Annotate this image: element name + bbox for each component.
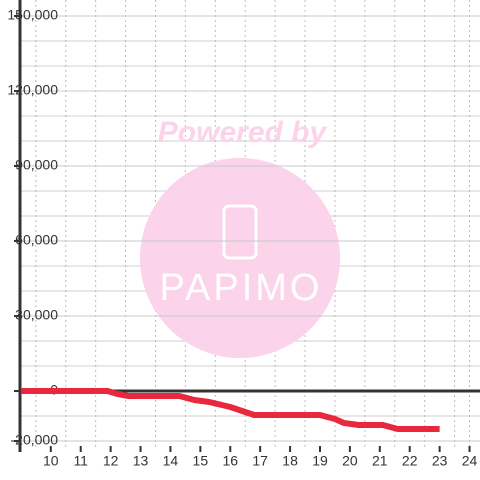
x-tick-label: 17 xyxy=(252,453,268,469)
x-tick-label: 24 xyxy=(462,453,478,469)
x-tick-label: 19 xyxy=(312,453,328,469)
x-tick-label: 18 xyxy=(282,453,298,469)
y-tick-label: 30,000 xyxy=(15,307,58,323)
x-tick-label: 15 xyxy=(193,453,209,469)
phone-icon xyxy=(222,204,258,260)
y-tick-label: 120,000 xyxy=(7,82,58,98)
x-tick-label: 20 xyxy=(342,453,358,469)
watermark-logo: PAPIMO xyxy=(160,267,323,309)
data-line xyxy=(20,388,440,432)
watermark: Powered by PAPIMO xyxy=(140,116,340,358)
y-tick-label: 90,000 xyxy=(15,157,58,173)
y-tick-label: 60,000 xyxy=(15,232,58,248)
x-tick-label: 22 xyxy=(402,453,418,469)
x-tick-label: 12 xyxy=(103,453,119,469)
x-tick-label: 23 xyxy=(432,453,448,469)
x-tick-label: 16 xyxy=(222,453,238,469)
x-tick-label: 21 xyxy=(372,453,388,469)
x-tick-label: 13 xyxy=(133,453,149,469)
x-tick-label: 11 xyxy=(73,453,88,469)
y-tick-label: 150,000 xyxy=(7,7,58,23)
x-tick-label: 10 xyxy=(43,453,59,469)
watermark-text: Powered by xyxy=(158,116,328,149)
x-tick-label: 14 xyxy=(163,453,179,469)
y-tick-label: -20,000 xyxy=(11,432,59,448)
